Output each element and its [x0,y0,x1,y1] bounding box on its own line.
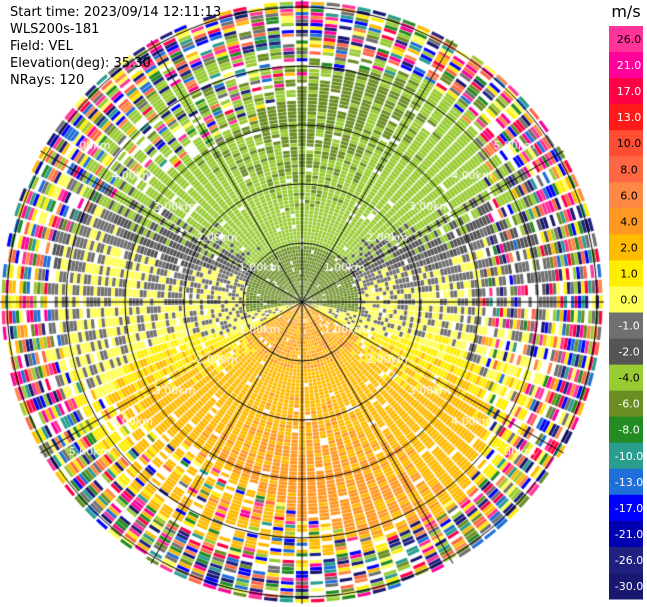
colorbar-tick-label: -17.0 [615,502,643,515]
colorbar-swatch [609,156,643,183]
colorbar-swatch [609,52,643,79]
field-name: Field: VEL [10,39,73,54]
colorbar-tick-label: 2.0 [620,241,638,254]
colorbar-swatch [609,260,643,287]
colorbar-swatch [609,312,643,340]
colorbar-swatch [609,364,643,392]
colorbar-swatch [609,26,643,53]
colorbar-tick-label: -26.0 [615,554,643,567]
colorbar-swatch [609,286,643,313]
colorbar-swatch [609,182,643,209]
colorbar-swatch [609,130,643,157]
colorbar-swatch [609,468,643,496]
instrument-name: WLS200s-181 [10,22,100,37]
colorbar-swatch [609,390,643,418]
colorbar-swatch [609,572,643,600]
colorbar-units: m/s [611,2,640,21]
colorbar-swatch [609,416,643,444]
colorbar-swatch [609,208,643,235]
colorbar-tick-label: -2.0 [618,346,639,359]
nrays: NRays: 120 [10,73,85,88]
colorbar-tick-label: 4.0 [620,215,638,228]
colorbar-tick-label: 1.0 [620,267,638,280]
colorbar-swatch [609,78,643,105]
colorbar: m/s 26.0 21.0 17.0 13.0 10.0 8.0 6.0 4.0 2.0 1.0 0.… [609,2,643,600]
colorbar-swatch [609,546,643,574]
colorbar-tick-label: 0.0 [620,293,638,306]
colorbar-tick-label: 6.0 [620,189,638,202]
colorbar-swatch [609,442,643,470]
colorbar-swatch [609,104,643,131]
colorbar-tick-label: 10.0 [617,137,642,150]
colorbar-swatch [609,494,643,522]
colorbar-tick-label: 26.0 [617,33,642,46]
colorbar-swatch [609,338,643,366]
colorbar-tick-label: -30.0 [615,580,643,593]
colorbar-tick-label: -4.0 [618,372,639,385]
colorbar-tick-label: 17.0 [617,85,642,98]
colorbar-tick-label: 21.0 [617,59,642,72]
colorbar-tick-label: -6.0 [618,398,639,411]
ppi-plot [0,0,606,607]
colorbar-tick-label: -8.0 [618,424,639,437]
colorbar-tick-label: 8.0 [620,163,638,176]
colorbar-swatch [609,234,643,261]
colorbar-tick-label: -1.0 [618,320,639,333]
header-info: Start time: 2023/09/14 12:11:13 WLS200s-… [10,4,221,89]
colorbar-tick-label: -21.0 [615,528,643,541]
colorbar-tick-label: -10.0 [615,450,643,463]
colorbar-tick-label: -13.0 [615,476,643,489]
start-time: Start time: 2023/09/14 12:11:13 [10,5,222,20]
elevation: Elevation(deg): 35.30 [10,56,151,71]
colorbar-tick-label: 13.0 [617,111,642,124]
colorbar-swatch [609,520,643,548]
